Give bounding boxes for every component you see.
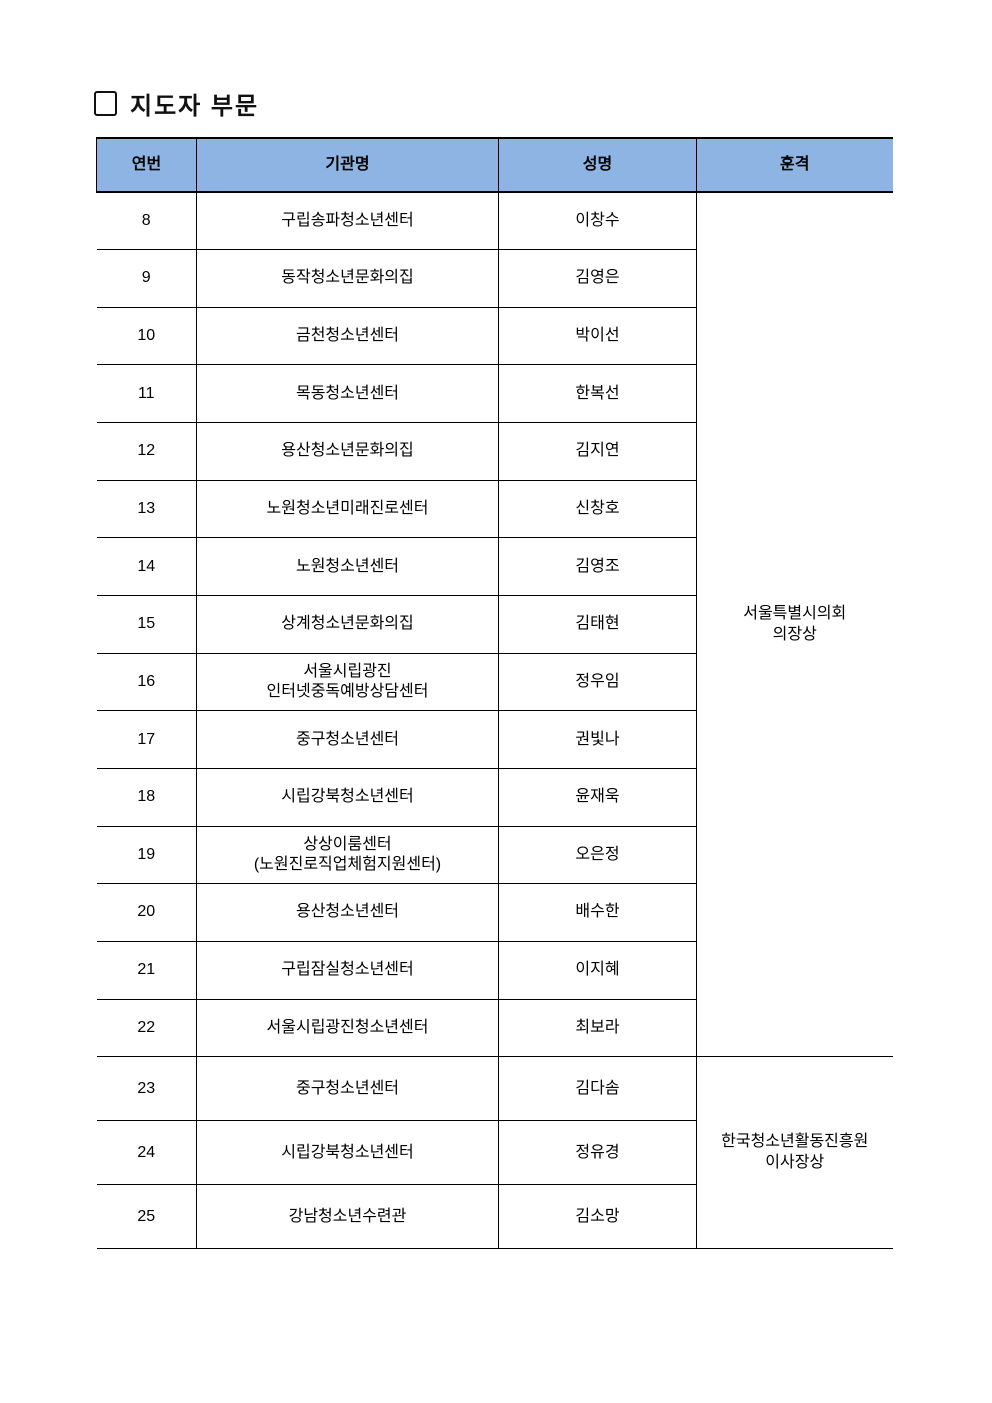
table-row: 13 노원청소년미래진로센터 신창호 [96,480,893,539]
row-number-cell: 22 [96,999,197,1058]
org-name-cell: 노원청소년미래진로센터 [196,480,499,539]
person-name-cell: 신창호 [498,480,697,539]
table-row: 16 서울시립광진 인터넷중독예방상담센터 정우임 [96,653,893,712]
col-header-name: 성명 [498,137,697,193]
row-number-cell: 11 [96,364,197,424]
org-name-cell: 상상이룸센터 (노원진로직업체험지원센터) [196,826,499,885]
table-row: 11 목동청소년센터 한복선 [96,364,893,424]
org-name-cell: 중구청소년센터 [196,1056,499,1122]
row-number-cell: 25 [96,1184,197,1250]
org-name-cell: 목동청소년센터 [196,364,499,424]
org-name-cell: 시립강북청소년센터 [196,768,499,827]
org-name-cell: 구립송파청소년센터 [196,192,499,251]
person-name-cell: 최보라 [498,999,697,1058]
person-name-cell: 오은정 [498,826,697,885]
org-name-cell: 금천청소년센터 [196,307,499,366]
org-name-cell: 상계청소년문화의집 [196,595,499,654]
table-row: 22 서울시립광진청소년센터 최보라 [96,999,893,1058]
row-number-cell: 20 [96,883,197,943]
col-header-org: 기관명 [196,137,499,193]
row-number-cell: 9 [96,249,197,308]
row-number-cell: 23 [96,1056,197,1122]
org-name-cell: 동작청소년문화의집 [196,249,499,308]
table-row: 10 금천청소년센터 박이선 [96,307,893,366]
row-number-cell: 12 [96,422,197,481]
row-number-cell: 15 [96,595,197,654]
checkbox-bullet-icon [94,91,117,116]
col-header-award: 훈격 [696,137,893,193]
person-name-cell: 정우임 [498,653,697,712]
org-name-cell: 서울시립광진청소년센터 [196,999,499,1058]
section-title: 지도자 부문 [94,86,259,121]
award-cell: 한국청소년활동진흥원 이사장상 [696,1056,893,1250]
org-name-cell: 구립잠실청소년센터 [196,941,499,1000]
table-row: 14 노원청소년센터 김영조 [96,537,893,597]
org-name-cell: 노원청소년센터 [196,537,499,597]
row-number-cell: 21 [96,941,197,1000]
person-name-cell: 김태현 [498,595,697,654]
org-name-cell: 서울시립광진 인터넷중독예방상담센터 [196,653,499,712]
person-name-cell: 한복선 [498,364,697,424]
row-number-cell: 13 [96,480,197,539]
person-name-cell: 김소망 [498,1184,697,1250]
person-name-cell: 정유경 [498,1120,697,1186]
row-number-cell: 10 [96,307,197,366]
row-number-cell: 17 [96,710,197,770]
header-row: 연번 기관명 성명 훈격 [96,137,893,193]
row-number-cell: 14 [96,537,197,597]
award-cell: 서울특별시의회 의장상 [696,192,893,1058]
row-number-cell: 18 [96,768,197,827]
person-name-cell: 이창수 [498,192,697,251]
table-row: 25 강남청소년수련관 김소망 [96,1184,893,1250]
table-row: 23 중구청소년센터 김다솜 한국청소년활동진흥원 이사장상 [96,1056,893,1250]
person-name-cell: 김영은 [498,249,697,308]
person-name-cell: 윤재욱 [498,768,697,827]
table-row: 18 시립강북청소년센터 윤재욱 [96,768,893,827]
person-name-cell: 김지연 [498,422,697,481]
row-number-cell: 8 [96,192,197,251]
org-name-cell: 시립강북청소년센터 [196,1120,499,1186]
table-row: 15 상계청소년문화의집 김태현 [96,595,893,654]
col-header-no: 연번 [96,137,197,193]
org-name-cell: 용산청소년센터 [196,883,499,943]
person-name-cell: 박이선 [498,307,697,366]
person-name-cell: 권빛나 [498,710,697,770]
table-row: 21 구립잠실청소년센터 이지혜 [96,941,893,1000]
table-row: 9 동작청소년문화의집 김영은 [96,249,893,308]
table-row: 12 용산청소년문화의집 김지연 [96,422,893,481]
row-number-cell: 19 [96,826,197,885]
person-name-cell: 이지혜 [498,941,697,1000]
org-name-cell: 용산청소년문화의집 [196,422,499,481]
table-row: 8 구립송파청소년센터 이창수 서울특별시의회 의장상 [96,192,893,1058]
awards-table: 연번 기관명 성명 훈격 8 구립송파청소년센터 이창수 서울특별시의회 의장상… [96,137,893,1250]
table-row: 19 상상이룸센터 (노원진로직업체험지원센터) 오은정 [96,826,893,885]
row-number-cell: 16 [96,653,197,712]
person-name-cell: 배수한 [498,883,697,943]
org-name-cell: 중구청소년센터 [196,710,499,770]
row-number-cell: 24 [96,1120,197,1186]
table-row: 17 중구청소년센터 권빛나 [96,710,893,770]
table-row: 24 시립강북청소년센터 정유경 [96,1120,893,1186]
person-name-cell: 김영조 [498,537,697,597]
section-title-text: 지도자 부문 [130,93,260,120]
table-row: 20 용산청소년센터 배수한 [96,883,893,943]
org-name-cell: 강남청소년수련관 [196,1184,499,1250]
person-name-cell: 김다솜 [498,1056,697,1122]
